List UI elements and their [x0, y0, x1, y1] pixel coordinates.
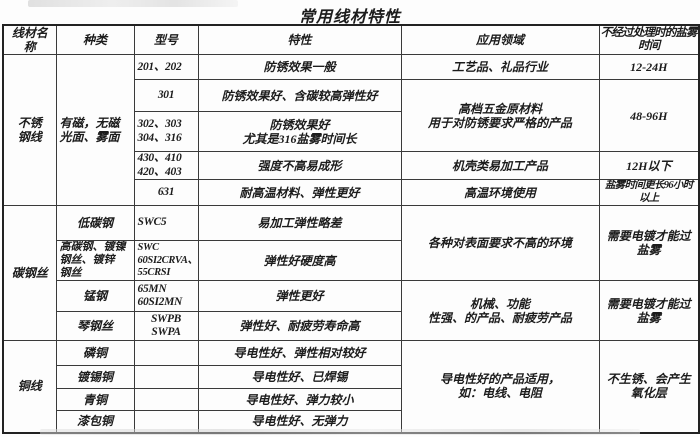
cell-salt-time: 不生锈、会产生氧化层 [598, 340, 700, 434]
cell-salt-time: 48-96H [598, 79, 700, 153]
cell-feature: 导电性好、已焊锡 [197, 365, 402, 390]
table-row: 631 耐高温材料、弹性更好 高温环境使用 盐雾时间更长96小时以上 [3, 179, 700, 207]
cell-kind: 锰钢 [55, 280, 135, 313]
cell-feature: 弹性更好 [197, 280, 402, 313]
cell-salt-time: 需要电镀才能过盐雾 [598, 205, 700, 282]
cell-model: 201、202 [133, 54, 199, 81]
cell-salt-time: 需要电镀才能过盐雾 [598, 280, 700, 342]
table-row: 302、303 304、316 防锈效果好 尤其是316盐雾时间长 [3, 111, 699, 153]
cell-kind: 低碳钢 [55, 205, 135, 242]
cell-application: 机壳类易加工产品 [400, 151, 600, 181]
table-row: 高碳钢、镀镍 钢丝、镀锌 钢丝 SWC 60SI2CRVA、 55CRSI 弹性… [3, 240, 699, 282]
cell-salt-time: 12H以下 [598, 151, 700, 181]
cell-salt-time: 12-24H [598, 54, 700, 81]
cell-kind: 磷铜 [55, 340, 135, 367]
cell-model: 301 [133, 79, 199, 113]
cell-feature: 防锈效果好、含碳较高弹性好 [197, 79, 402, 113]
cell-material-copper: 铜线 [2, 340, 57, 434]
col-header-model: 型号 [133, 24, 199, 56]
cell-model: SWPB SWPA [133, 311, 199, 342]
cell-model-empty [133, 365, 199, 390]
col-header-salt-time: 不经过处理时的盐雾时间 [598, 24, 700, 56]
cell-kind: 高碳钢、镀镍 钢丝、镀锌 钢丝 [55, 240, 135, 282]
cell-feature: 耐高温材料、弹性更好 [197, 179, 402, 207]
cell-feature: 导电性好、弹力较小 [197, 388, 402, 412]
col-header-feature: 特性 [197, 24, 402, 56]
table-row: 430、410 420、403 强度不高易成形 机壳类易加工产品 12H以下 [3, 151, 700, 181]
cell-feature: 防锈效果一般 [197, 54, 402, 81]
cell-feature: 弹性好硬度高 [197, 240, 402, 282]
cell-application: 机械、功能 性强、的产品、耐疲劳产品 [400, 280, 600, 342]
cell-application: 高档五金原材料 用于对防锈要求严格的产品 [400, 79, 600, 153]
cell-feature: 导电性好、无弹力 [197, 410, 402, 434]
cell-application: 高温环境使用 [400, 179, 600, 207]
page-title: 常用线材特性 [298, 9, 401, 26]
cell-feature: 防锈效果好 尤其是316盐雾时间长 [197, 111, 402, 153]
cell-kind: 漆包铜 [55, 410, 135, 434]
table-row: 锰钢 65MN 60SI2MN 弹性更好 机械、功能 性强、的产品、耐疲劳产品 … [3, 280, 700, 342]
cell-model-empty [133, 340, 199, 367]
wire-characteristics-table: 线材名称 种类 型号 特性 应用领域 不经过处理时的盐雾时间 不锈 钢线 有磁，… [2, 24, 700, 434]
cell-kind-stainless: 有磁，无磁 光面、雾面 [55, 54, 135, 207]
cell-model: 65MN 60SI2MN [133, 280, 199, 313]
header-row: 线材名称 种类 型号 特性 应用领域 不经过处理时的盐雾时间 [2, 24, 700, 56]
table-row: 不锈 钢线 有磁，无磁 光面、雾面 201、202 防锈效果一般 工艺品、礼品行… [2, 54, 700, 207]
cell-model: 631 [133, 179, 199, 207]
col-header-material: 线材名称 [2, 24, 57, 56]
cell-kind: 青铜 [55, 388, 135, 412]
cell-kind: 琴钢丝 [55, 311, 135, 342]
cell-material-carbon: 碳钢丝 [2, 205, 57, 342]
cell-application: 导电性好的产品适用， 如：电线、电阻 [400, 340, 600, 434]
cell-salt-time: 盐雾时间更长96小时以上 [598, 179, 700, 207]
cell-model: 302、303 304、316 [133, 111, 199, 153]
cell-model-empty [133, 388, 199, 412]
cell-model: 430、410 420、403 [133, 151, 199, 181]
table-row: 301 防锈效果好、含碳较高弹性好 高档五金原材料 用于对防锈要求严格的产品 4… [3, 79, 700, 153]
scan-artifact-top [28, 0, 238, 7]
scan-artifact-bottom [40, 429, 640, 435]
cell-feature: 导电性好、弹性相对较好 [197, 340, 402, 367]
table-row: 漆包铜 导电性好、无弹力 [3, 410, 699, 434]
table-row: 碳钢丝 低碳钢 SWC5 易加工弹性略差 各种对表面要求不高的环境 需要电镀才能… [2, 205, 700, 342]
cell-feature: 强度不高易成形 [197, 151, 402, 181]
table-row: 镀锡铜 导电性好、已焊锡 [3, 365, 699, 390]
cell-model: SWC5 [133, 205, 199, 242]
cell-kind: 镀锡铜 [55, 365, 135, 390]
cell-feature: 弹性好、耐疲劳寿命高 [197, 311, 402, 342]
cell-application: 各种对表面要求不高的环境 [400, 205, 600, 282]
cell-model: SWC 60SI2CRVA、 55CRSI [133, 240, 199, 282]
col-header-application: 应用领域 [400, 24, 600, 56]
col-header-kind: 种类 [55, 24, 135, 56]
cell-feature: 易加工弹性略差 [197, 205, 402, 242]
cell-application: 工艺品、礼品行业 [400, 54, 600, 81]
cell-material-stainless: 不锈 钢线 [2, 54, 57, 207]
table-row: 铜线 磷铜 导电性好、弹性相对较好 导电性好的产品适用， 如：电线、电阻 不生锈… [2, 340, 700, 434]
